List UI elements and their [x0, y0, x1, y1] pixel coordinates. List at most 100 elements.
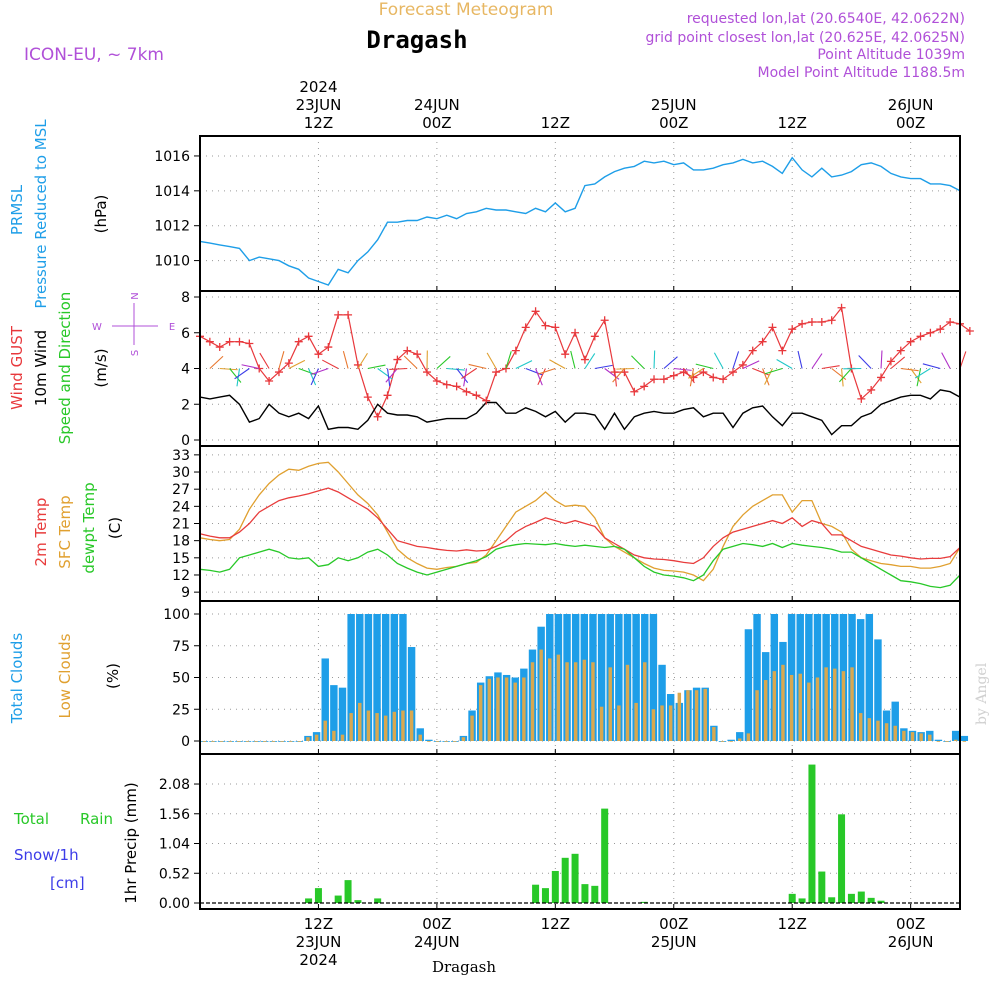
- low-clouds-bar: [504, 677, 509, 741]
- low-clouds-bar: [953, 739, 958, 741]
- low-clouds-bar: [565, 662, 569, 741]
- wind-direction-arrow: [234, 368, 250, 380]
- low-clouds-bar: [634, 702, 638, 741]
- gust-marker: [798, 319, 807, 328]
- wind-series-line: [199, 389, 961, 436]
- total-clouds-bar: [364, 614, 373, 741]
- bottom-time-label: 24JUN: [414, 933, 460, 951]
- wind-direction-arrow: [613, 368, 617, 387]
- total-clouds-bar: [321, 658, 329, 741]
- low-clouds-bar: [444, 741, 448, 742]
- gust-marker: [571, 328, 580, 337]
- gust-marker: [778, 346, 787, 355]
- low-clouds-bar: [686, 690, 690, 741]
- requested-coords: requested lon,lat (20.6540E, 42.0622N): [687, 11, 965, 27]
- wind-label-unit: (m/s): [92, 348, 110, 387]
- wind-direction-arrow: [838, 368, 852, 383]
- wind-ytick-label: 8: [181, 290, 190, 306]
- total-clouds-bar: [891, 701, 899, 741]
- wind-direction-arrow: [367, 364, 386, 370]
- low-clouds-bar: [271, 741, 276, 742]
- rain-bar: [314, 888, 322, 903]
- precip-labels: Total Rain Snow/1h [cm] 1hr Precip (mm): [13, 782, 140, 903]
- gust-marker: [482, 396, 491, 405]
- gust-marker: [896, 346, 905, 355]
- gust-marker: [452, 382, 461, 391]
- wind-direction-arrow: [890, 356, 906, 369]
- low-clouds-bar: [418, 734, 422, 741]
- wind-direction-arrow: [752, 367, 770, 376]
- gust-marker: [403, 346, 412, 355]
- temp-labels: 2m Temp SFC Temp dewpt Temp (C): [32, 482, 124, 573]
- wind-direction-arrow: [762, 368, 770, 386]
- total-clouds-bar: [649, 614, 658, 741]
- rain-bar: [571, 853, 579, 903]
- low-clouds-bar: [893, 725, 897, 741]
- precip-label-cm: [cm]: [50, 874, 85, 892]
- wind-direction-arrow: [446, 367, 465, 371]
- wind-direction-arrow: [386, 368, 391, 387]
- temp-label-sfc: SFC Temp: [56, 495, 74, 568]
- compass-w: W: [92, 322, 102, 333]
- clouds-ytick-label: 75: [172, 639, 190, 655]
- total-clouds-bar: [632, 614, 640, 741]
- gust-marker: [462, 387, 471, 396]
- dewpt-line: [199, 542, 961, 589]
- gust-marker: [541, 321, 550, 330]
- wind-direction-arrow: [764, 367, 783, 375]
- grid-point-coords: grid point closest lon,lat (20.625E, 42.…: [645, 30, 965, 46]
- gust-marker: [886, 357, 895, 366]
- wind-direction-arrow: [631, 355, 645, 369]
- low-clouds-bar: [435, 741, 440, 742]
- wind-direction-arrow: [436, 356, 451, 369]
- precip-label-total: Total: [13, 810, 49, 828]
- low-clouds-bar: [228, 741, 232, 742]
- gust-marker: [531, 307, 540, 316]
- gust-marker: [561, 350, 570, 359]
- top-time-label: 26JUN: [888, 96, 934, 114]
- model-altitude: Model Point Altitude 1188.5m: [758, 65, 965, 81]
- pressure-chart: [199, 156, 961, 286]
- clouds-ytick-label: 25: [172, 702, 190, 718]
- wind-direction-arrow: [683, 368, 695, 384]
- low-clouds-bar: [858, 713, 863, 741]
- rain-bar: [561, 857, 569, 903]
- low-clouds-bar: [237, 741, 241, 742]
- gust-marker: [413, 350, 422, 359]
- temp-label-2m: 2m Temp: [32, 498, 50, 567]
- gust-marker: [659, 375, 668, 384]
- pressure-series-line: [199, 156, 961, 286]
- low-clouds-bar: [332, 730, 336, 741]
- low-clouds-bar: [288, 741, 293, 742]
- precip-ytick-label: 0.52: [159, 866, 190, 882]
- gust-marker: [294, 337, 303, 346]
- wind-direction-arrow: [308, 368, 317, 386]
- product-title: Forecast Meteogram: [379, 0, 554, 20]
- precip-panel-frame: [199, 753, 961, 910]
- rain-bar: [828, 897, 836, 903]
- gust-marker: [650, 375, 659, 384]
- bottom-time-label: 2024: [299, 951, 337, 969]
- rain-bar: [551, 870, 559, 903]
- precip-ytick-label: 1.04: [159, 837, 190, 853]
- low-clouds-bar: [910, 732, 915, 741]
- low-clouds-bar: [349, 713, 353, 741]
- gust-marker: [827, 316, 836, 325]
- top-time-label: 23JUN: [296, 96, 342, 114]
- wind-direction-arrow: [505, 351, 512, 369]
- gust-marker: [630, 387, 639, 396]
- low-clouds-bar: [470, 715, 474, 741]
- low-clouds-bar: [729, 741, 733, 742]
- top-time-label: 12Z: [778, 114, 807, 132]
- low-clouds-bar: [383, 715, 388, 741]
- low-clouds-bar: [807, 682, 811, 741]
- temp-ytick-label: 33: [172, 448, 190, 464]
- low-clouds-bar: [496, 677, 500, 741]
- gust-marker: [936, 325, 945, 334]
- location-title: Dragash: [366, 26, 467, 54]
- low-clouds-bar: [936, 741, 941, 742]
- wind-direction-arrow: [241, 364, 260, 370]
- low-clouds-bar: [755, 690, 759, 741]
- temp-label-dewpt: dewpt Temp: [80, 482, 98, 573]
- wind-direction-arrow: [311, 367, 329, 375]
